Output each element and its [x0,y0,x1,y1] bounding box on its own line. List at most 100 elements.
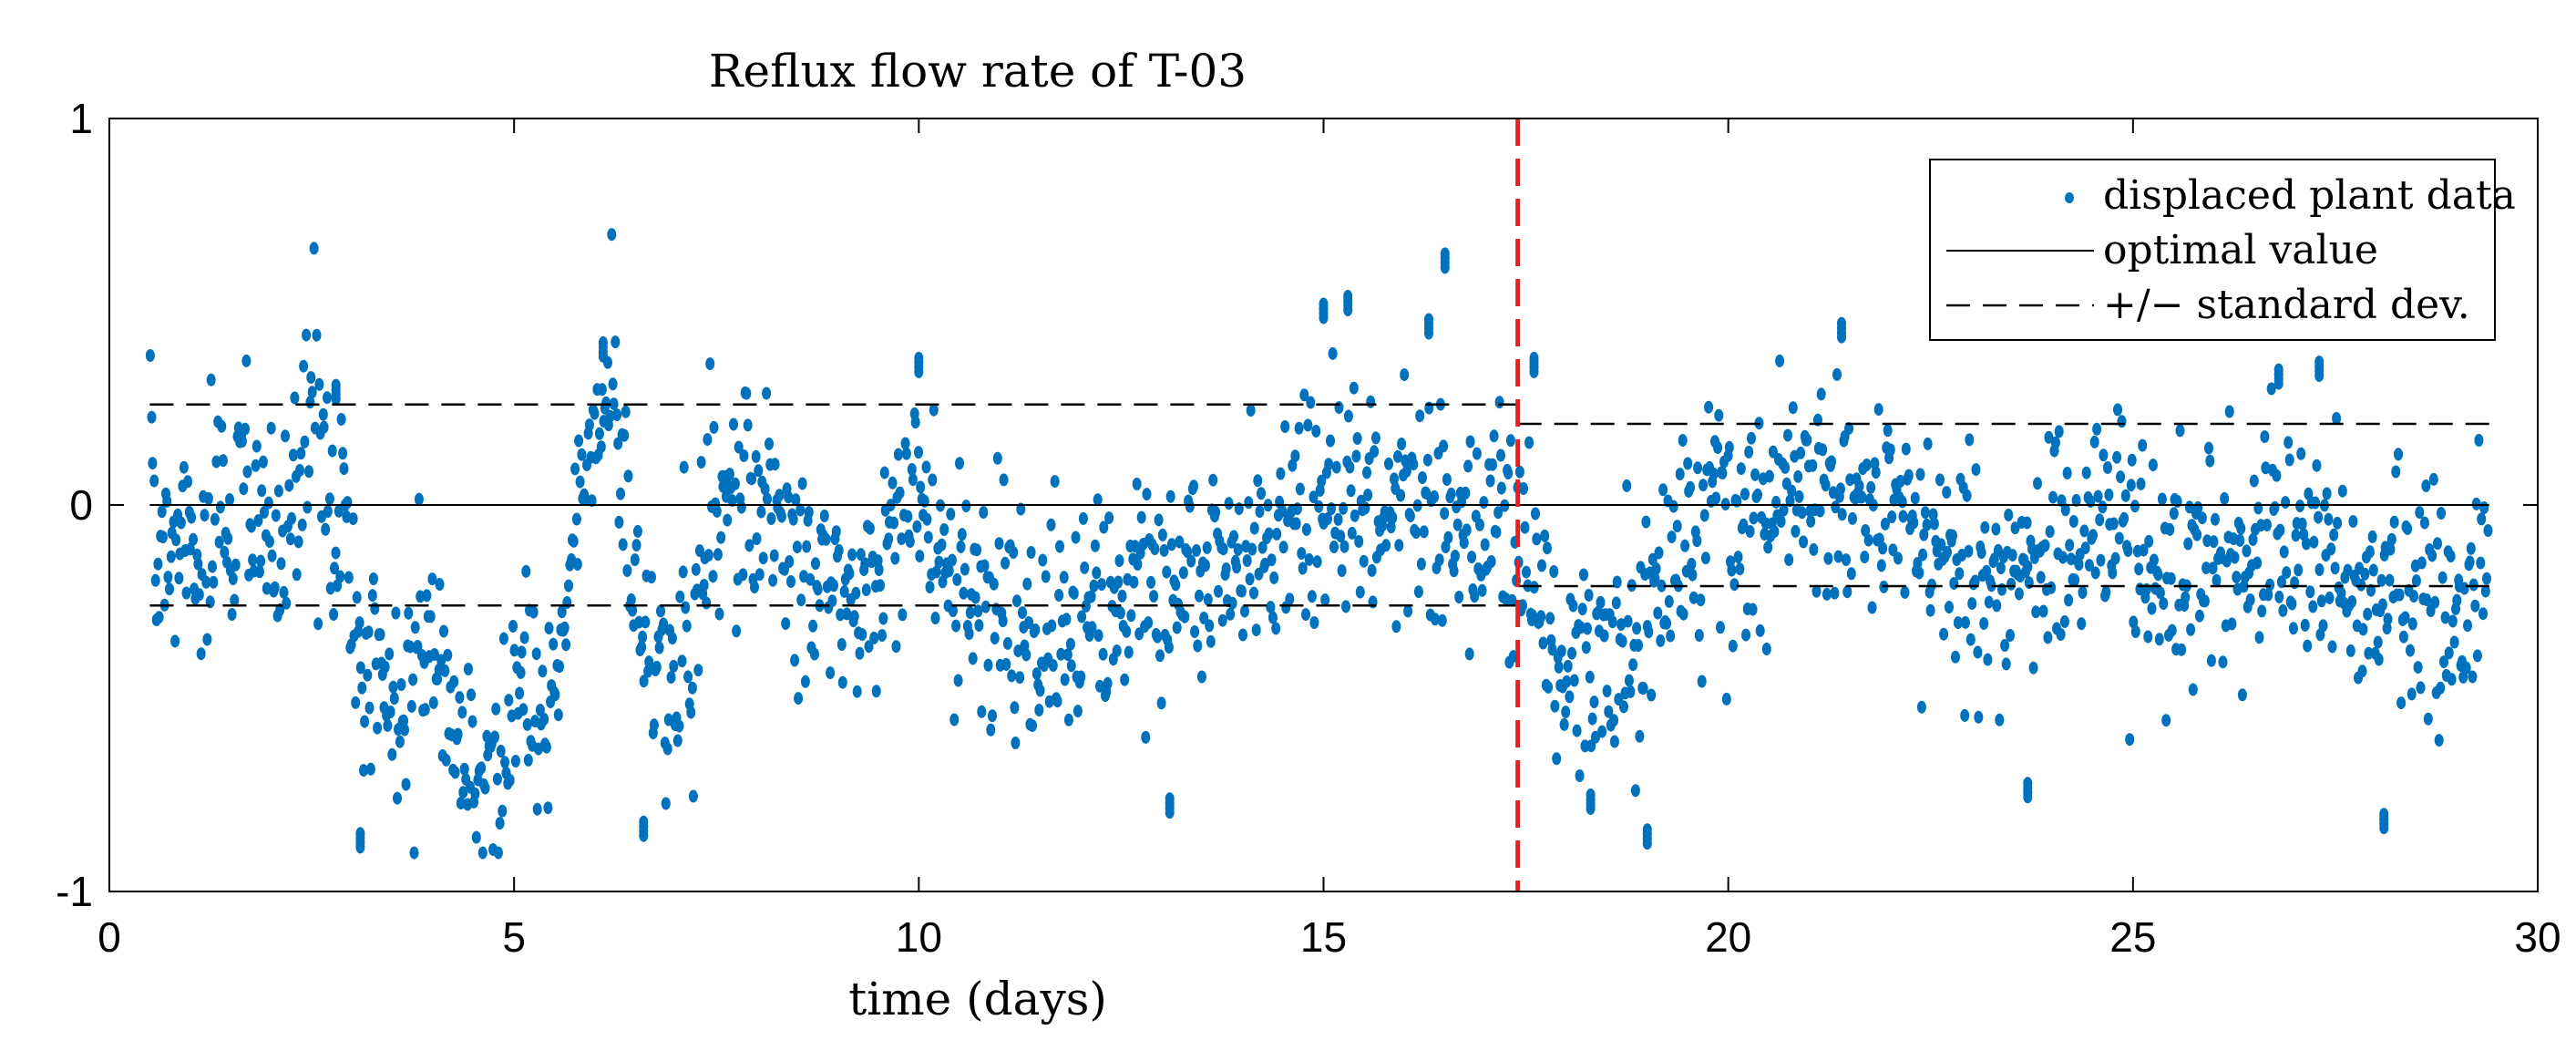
data-point [708,570,718,583]
data-point [929,403,939,417]
data-point [994,537,1004,551]
data-point [1288,459,1298,472]
data-point [1575,769,1585,782]
data-point [2186,623,2196,636]
data-point [1857,490,1867,504]
data-point [1115,606,1125,620]
data-point [1996,562,2006,575]
data-point [2295,500,2305,513]
data-point [1995,713,2005,726]
data-point [368,572,378,585]
data-point [387,747,397,761]
data-point [1054,589,1064,602]
data-point [1554,660,1564,674]
data-point [165,582,174,596]
data-point [1159,543,1169,557]
data-point [1486,555,1496,568]
data-point [273,484,283,498]
data-point [925,581,935,594]
data-point [1816,387,1826,401]
data-point [1492,525,1502,539]
data-point [1986,579,1996,592]
data-point [1334,401,1344,415]
data-point [230,593,240,607]
data-point [360,715,370,728]
data-point [1745,525,1755,538]
data-point [2127,453,2137,467]
data-point [861,583,871,597]
data-point [2235,533,2245,547]
data-point [914,365,924,378]
data-point [1391,620,1401,634]
data-point [363,668,373,682]
data-point [304,465,313,479]
data-point [279,585,289,599]
data-point [1948,529,1957,542]
data-point [1741,628,1750,642]
data-point [908,473,918,487]
data-point [2184,500,2194,514]
data-point [738,568,748,582]
data-point [500,756,510,769]
data-point [1496,448,1505,462]
data-point [800,675,810,688]
data-point [2254,631,2264,644]
data-point [855,646,865,660]
data-point [2465,555,2475,569]
data-point [2249,474,2259,488]
data-point [561,638,571,652]
data-point [319,420,329,434]
data-point [1609,714,1619,727]
data-point [1531,507,1540,520]
data-point [2084,559,2094,572]
data-point [686,706,696,719]
data-point [1967,597,1977,611]
data-point [453,727,463,741]
data-point [2058,551,2068,564]
data-point [1797,506,1807,520]
data-point [1415,409,1425,423]
data-point [1381,539,1391,552]
data-point [1662,616,1671,630]
data-point [1683,457,1693,470]
data-point [1888,543,1898,557]
data-point [1709,467,1719,480]
data-point [699,579,709,592]
data-point [856,548,866,562]
data-point [2386,542,2396,556]
data-point [253,514,263,528]
data-point [518,703,529,716]
data-point [467,688,476,702]
data-point [634,615,644,629]
data-point [957,528,967,541]
data-point [1093,493,1103,507]
data-point [836,638,847,651]
data-point [622,564,632,577]
data-point [1680,539,1690,552]
data-point [292,568,302,582]
data-point [2006,629,2015,642]
data-point [389,692,399,706]
data-point [1009,546,1019,560]
data-point [1166,538,1176,551]
data-point [2209,535,2219,549]
data-point [2183,537,2193,551]
data-point [1063,713,1073,726]
data-point [2308,600,2318,613]
data-point [373,721,383,735]
data-point [2332,412,2342,425]
data-point [365,762,375,776]
data-point [1120,673,1130,686]
data-point [2144,534,2154,548]
data-point [2305,585,2315,599]
data-point [1802,433,1812,447]
data-point [1863,533,1873,547]
data-point [2237,688,2247,702]
data-point [1343,409,1353,423]
data-point [1249,586,1258,600]
data-point [1454,591,1464,603]
data-point [2413,661,2423,675]
data-point [348,512,358,526]
data-point [355,840,365,854]
data-point [538,665,548,678]
